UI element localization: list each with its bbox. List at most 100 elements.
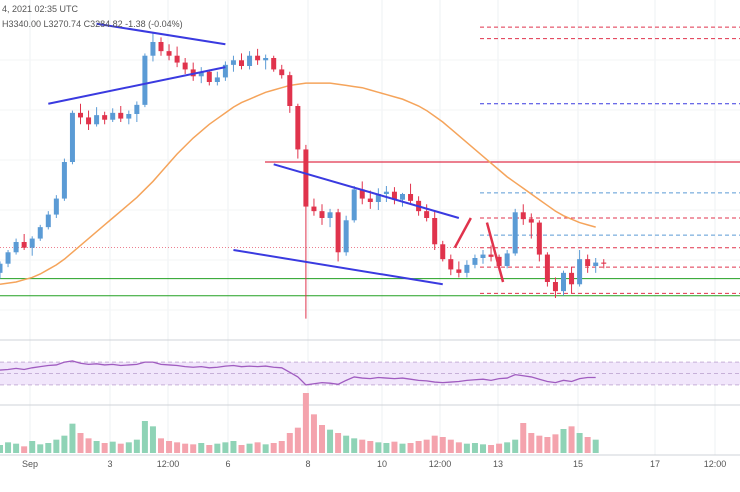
candle-body-68 <box>544 254 550 282</box>
candle-body-13 <box>102 115 108 120</box>
volume-bar-20 <box>158 438 164 453</box>
candle-body-41 <box>327 212 333 218</box>
volume-bar-28 <box>222 442 229 453</box>
volume-bar-60 <box>480 444 486 453</box>
candle-body-51 <box>408 194 414 201</box>
candle-body-61 <box>488 254 494 257</box>
volume-bar-22 <box>174 442 181 453</box>
volume-bar-0 <box>0 445 3 453</box>
volume-bar-18 <box>141 421 148 453</box>
volume-bar-11 <box>85 438 92 453</box>
candle-body-65 <box>520 212 526 220</box>
volume-bar-50 <box>399 443 406 453</box>
x-tick-label-7: 13 <box>493 459 503 469</box>
candle-body-0 <box>0 263 3 273</box>
candle-body-12 <box>94 115 100 125</box>
trend-lines <box>48 22 460 286</box>
volume-bar-57 <box>455 442 462 453</box>
candle-body-71 <box>569 272 575 285</box>
candle-body-10 <box>78 112 83 118</box>
volume-bar-59 <box>471 443 478 453</box>
volume-bar-37 <box>294 427 301 453</box>
volume-bar-7 <box>53 439 60 453</box>
rsi-line <box>0 360 596 386</box>
candle-body-73 <box>585 259 591 266</box>
candle-body-15 <box>118 112 124 119</box>
volume-bar-17 <box>133 439 140 453</box>
rsi-panel <box>0 360 740 386</box>
rsi-band <box>0 362 740 385</box>
candle-body-46 <box>367 198 373 202</box>
volume-bar-47 <box>375 442 382 453</box>
volume-bar-62 <box>496 443 503 453</box>
x-tick-label-4: 8 <box>305 459 310 469</box>
volume-bar-38 <box>302 393 309 453</box>
volume-bar-2 <box>13 443 20 453</box>
candle-body-28 <box>222 64 228 78</box>
volume-bar-55 <box>439 437 446 453</box>
candle-body-37 <box>295 106 301 150</box>
candle-body-30 <box>239 60 244 66</box>
candle-body-25 <box>198 71 204 77</box>
volume-bar-26 <box>206 445 213 453</box>
volume-bar-29 <box>230 441 237 453</box>
candle-body-36 <box>287 75 293 106</box>
candle-body-20 <box>158 42 164 52</box>
candle-body-72 <box>577 259 583 285</box>
volume-bar-43 <box>343 435 350 453</box>
candle-body-4 <box>29 238 35 248</box>
candle-body-44 <box>351 189 357 221</box>
x-tick-label-0: Sep <box>22 459 38 469</box>
volume-bar-53 <box>423 439 430 453</box>
volume-bar-49 <box>391 441 398 453</box>
volume-bar-30 <box>238 445 245 453</box>
candle-body-7 <box>53 198 59 215</box>
trend-line-1 <box>48 66 226 105</box>
x-tick-label-1: 3 <box>107 459 112 469</box>
volume-bar-46 <box>367 441 374 453</box>
candle-body-58 <box>464 264 470 273</box>
volume-bar-8 <box>61 435 68 453</box>
volume-bar-68 <box>544 437 551 453</box>
candle-body-35 <box>279 69 285 76</box>
candle-body-29 <box>230 60 236 65</box>
projection-segment-1 <box>485 222 505 283</box>
volume-bar-25 <box>198 443 205 453</box>
volume-bar-66 <box>528 433 535 453</box>
volume-bar-3 <box>21 446 28 453</box>
candle-body-16 <box>126 114 132 119</box>
volume-bar-42 <box>335 433 342 453</box>
volume-bar-39 <box>310 414 317 453</box>
candle-body-59 <box>472 258 478 265</box>
volume-bar-35 <box>278 441 285 453</box>
candle-body-2 <box>13 242 19 253</box>
candle-body-5 <box>37 227 43 239</box>
candle-body-53 <box>424 211 430 218</box>
candle-body-23 <box>182 62 188 70</box>
volume-bar-32 <box>254 442 261 453</box>
candle-body-64 <box>512 212 518 254</box>
volume-bar-15 <box>117 443 124 453</box>
x-tick-label-3: 6 <box>225 459 230 469</box>
candle-body-70 <box>561 272 566 292</box>
volume-bar-44 <box>351 438 358 453</box>
volume-bar-21 <box>166 441 173 453</box>
x-tick-label-8: 15 <box>573 459 583 469</box>
candle-body-66 <box>528 219 534 223</box>
volume-bar-19 <box>149 426 156 453</box>
candle-body-74 <box>593 262 599 266</box>
volume-bar-45 <box>359 439 366 453</box>
volume-bar-58 <box>463 443 470 453</box>
volume-bar-10 <box>77 433 84 453</box>
candle-body-22 <box>174 55 180 63</box>
volume-bar-67 <box>536 435 543 453</box>
price-projection <box>453 217 505 283</box>
candle-body-43 <box>343 220 349 253</box>
candle-body-48 <box>383 191 389 194</box>
candle-body-54 <box>432 218 438 245</box>
candle-body-26 <box>206 71 212 82</box>
volume-bar-73 <box>584 437 591 453</box>
volume-bar-70 <box>560 429 567 453</box>
volume-bar-5 <box>37 444 44 453</box>
